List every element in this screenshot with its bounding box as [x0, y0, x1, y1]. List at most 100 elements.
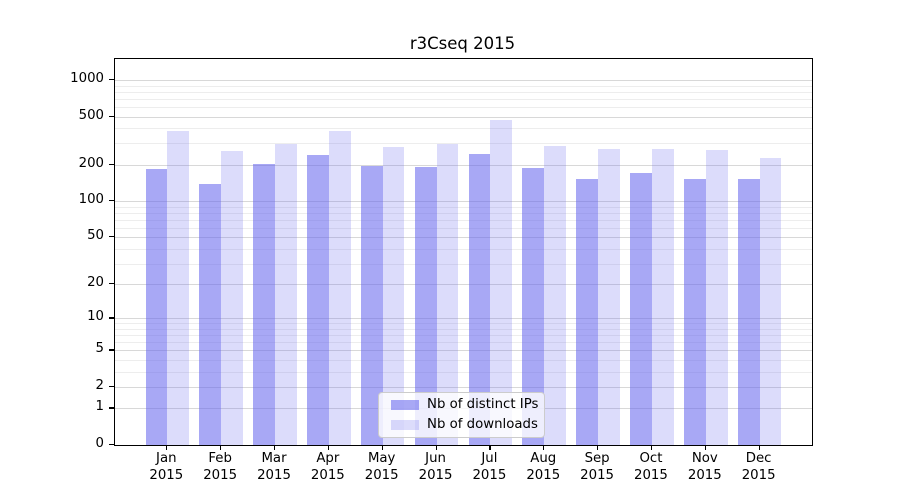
- bar-apr-downloads: [328, 131, 351, 445]
- bar-jun-ips: [414, 166, 437, 445]
- y-tick-label: 200: [78, 155, 104, 171]
- bar-feb-downloads: [221, 151, 243, 445]
- x-tick-mark: [704, 445, 706, 450]
- y-tick-mark: [109, 317, 114, 319]
- bar-nov-ips: [684, 178, 706, 445]
- minor-gridline: [115, 328, 812, 330]
- major-gridline: [115, 237, 812, 239]
- y-tick-label: 100: [78, 192, 104, 208]
- x-tick-label: Apr 2015: [310, 451, 345, 483]
- x-tick-label: Jun 2015: [418, 451, 453, 483]
- bar-jul-downloads: [490, 119, 513, 445]
- y-tick-label: 1000: [70, 70, 104, 86]
- bar-dec-ips: [737, 179, 760, 445]
- x-tick-mark: [435, 445, 437, 450]
- x-tick-label: Feb 2015: [203, 451, 238, 483]
- y-tick-mark: [109, 349, 114, 351]
- bar-jan-downloads: [167, 131, 190, 445]
- major-gridline: [115, 386, 812, 388]
- major-gridline: [115, 318, 812, 320]
- bar-may-downloads: [382, 146, 405, 445]
- y-tick-mark: [109, 236, 114, 238]
- y-tick-label: 500: [78, 107, 104, 123]
- legend-label-downloads: Nb of downloads: [427, 417, 538, 432]
- y-tick-mark: [109, 115, 114, 117]
- legend-label-ips: Nb of distinct IPs: [427, 397, 539, 412]
- x-tick-label: Mar 2015: [257, 451, 291, 483]
- y-tick-mark: [109, 444, 114, 446]
- bar-sep-ips: [576, 178, 599, 445]
- bar-jun-downloads: [436, 144, 459, 445]
- bar-may-ips: [360, 165, 383, 445]
- minor-gridline: [115, 91, 812, 93]
- x-tick-label: Dec 2015: [741, 451, 776, 483]
- y-tick-mark: [109, 78, 114, 81]
- x-tick-mark: [758, 445, 760, 450]
- legend-item-downloads: Nb of downloads: [379, 415, 544, 435]
- major-gridline: [115, 79, 812, 81]
- y-tick-label: 50: [87, 228, 104, 244]
- bar-jul-ips: [468, 153, 491, 445]
- x-tick-mark: [597, 445, 599, 450]
- ips-swatch: [391, 399, 419, 411]
- minor-gridline: [115, 263, 812, 265]
- y-tick-mark: [109, 385, 114, 388]
- major-gridline: [115, 164, 812, 166]
- minor-gridline: [115, 371, 812, 373]
- x-tick-label: Nov 2015: [687, 451, 722, 483]
- bar-mar-ips: [253, 163, 275, 445]
- y-tick-label: 1: [95, 399, 104, 415]
- x-tick-mark: [166, 445, 168, 450]
- minor-gridline: [115, 248, 812, 250]
- x-tick-mark: [650, 445, 653, 450]
- downloads-swatch: [391, 419, 419, 431]
- minor-gridline: [115, 143, 812, 145]
- minor-gridline: [115, 219, 812, 221]
- y-tick-label: 2: [95, 377, 104, 393]
- y-tick-mark: [109, 163, 114, 165]
- legend-item-ips: Nb of distinct IPs: [379, 395, 544, 415]
- y-tick-label: 10: [87, 309, 104, 325]
- minor-gridline: [115, 85, 812, 87]
- bar-feb-ips: [199, 183, 222, 445]
- x-tick-label: Oct 2015: [634, 451, 668, 483]
- minor-gridline: [115, 98, 812, 100]
- minor-gridline: [115, 227, 812, 229]
- legend: Nb of distinct IPs Nb of downloads: [378, 392, 545, 438]
- y-tick-mark: [109, 200, 114, 202]
- y-tick-label: 0: [95, 436, 104, 451]
- x-tick-mark: [543, 445, 545, 450]
- bar-jan-ips: [145, 168, 168, 445]
- chart-title: r3Cseq 2015: [409, 34, 516, 53]
- minor-gridline: [115, 359, 812, 361]
- major-gridline: [115, 116, 812, 118]
- bar-sep-downloads: [598, 148, 620, 445]
- x-tick-mark: [220, 445, 222, 450]
- minor-gridline: [115, 342, 812, 344]
- bar-oct-ips: [630, 172, 652, 445]
- bar-apr-ips: [307, 155, 329, 445]
- x-tick-label: Aug 2015: [526, 451, 561, 483]
- major-gridline: [115, 201, 812, 203]
- bar-aug-ips: [522, 168, 545, 445]
- major-gridline: [115, 350, 812, 352]
- major-gridline: [115, 284, 812, 286]
- bar-nov-downloads: [705, 149, 728, 445]
- x-tick-mark: [327, 445, 330, 450]
- x-tick-mark: [489, 445, 491, 450]
- minor-gridline: [115, 212, 812, 214]
- x-tick-label: Jan 2015: [149, 451, 184, 483]
- x-tick-label: Jul 2015: [472, 451, 507, 483]
- bar-dec-downloads: [759, 157, 782, 445]
- x-tick-label: Sep 2015: [580, 451, 615, 483]
- x-tick-mark: [274, 445, 276, 450]
- y-tick-label: 20: [87, 275, 104, 291]
- bar-aug-downloads: [544, 146, 567, 445]
- minor-gridline: [115, 128, 812, 130]
- minor-gridline: [115, 323, 812, 325]
- y-tick-mark: [109, 283, 114, 285]
- bar-mar-downloads: [275, 144, 297, 445]
- x-tick-mark: [381, 445, 383, 450]
- y-tick-mark: [109, 407, 114, 409]
